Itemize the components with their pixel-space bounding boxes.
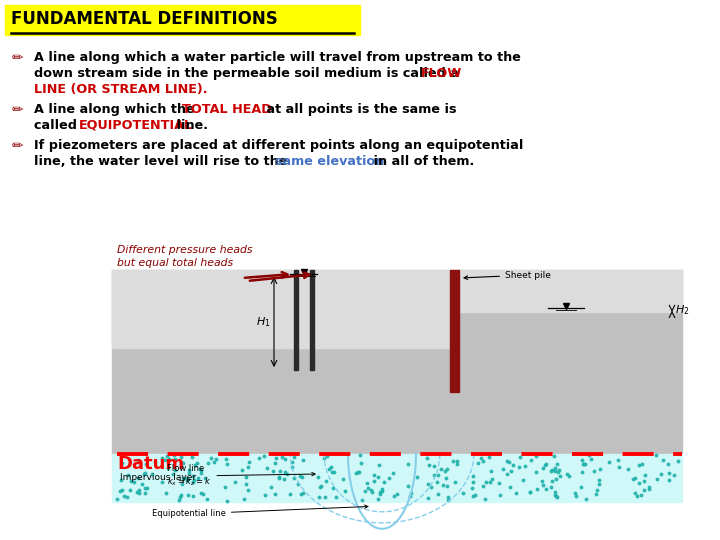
Bar: [5, 5, 360, 35]
Text: $H_1$: $H_1$: [256, 315, 271, 329]
Text: If piezometers are placed at different points along an equipotential: If piezometers are placed at different p…: [34, 139, 523, 152]
Bar: [112, 270, 450, 348]
Text: Different pressure heads
but equal total heads: Different pressure heads but equal total…: [117, 245, 253, 268]
Text: Sheet pile: Sheet pile: [464, 271, 551, 280]
Bar: [459, 270, 682, 312]
Text: LINE (OR STREAM LINE).: LINE (OR STREAM LINE).: [34, 83, 207, 96]
Bar: [450, 270, 459, 392]
Bar: [294, 270, 298, 370]
Text: A line along which a water particle will travel from upstream to the: A line along which a water particle will…: [34, 51, 521, 64]
Text: TOTAL HEAD: TOTAL HEAD: [182, 103, 271, 116]
Text: ✏: ✏: [12, 103, 24, 117]
Text: FLOW: FLOW: [421, 67, 462, 80]
Bar: [112, 270, 682, 454]
Text: line.: line.: [172, 119, 208, 132]
Bar: [310, 270, 314, 370]
Text: A line along which the: A line along which the: [34, 103, 199, 116]
Text: FUNDAMENTAL DEFINITIONS: FUNDAMENTAL DEFINITIONS: [11, 10, 278, 28]
Text: ✏: ✏: [12, 51, 24, 65]
Text: Equipotential line: Equipotential line: [152, 505, 368, 518]
Text: Datum: Datum: [117, 455, 184, 473]
Text: down stream side in the permeable soil medium is called a: down stream side in the permeable soil m…: [34, 67, 464, 80]
Text: EQUIPOTENTIAL: EQUIPOTENTIAL: [79, 119, 193, 132]
Text: in all of them.: in all of them.: [369, 155, 474, 168]
Text: at all points is the same is: at all points is the same is: [262, 103, 456, 116]
Text: $H_2$: $H_2$: [675, 303, 690, 317]
Text: line, the water level will rise to the: line, the water level will rise to the: [34, 155, 292, 168]
Text: called: called: [34, 119, 81, 132]
Text: ✏: ✏: [12, 139, 24, 153]
Text: same elevation: same elevation: [275, 155, 384, 168]
Text: Flow line
$k_x = k_z = k$: Flow line $k_x = k_z = k$: [167, 464, 315, 488]
Bar: [112, 454, 682, 502]
Text: Impervious layer: Impervious layer: [120, 474, 196, 483]
